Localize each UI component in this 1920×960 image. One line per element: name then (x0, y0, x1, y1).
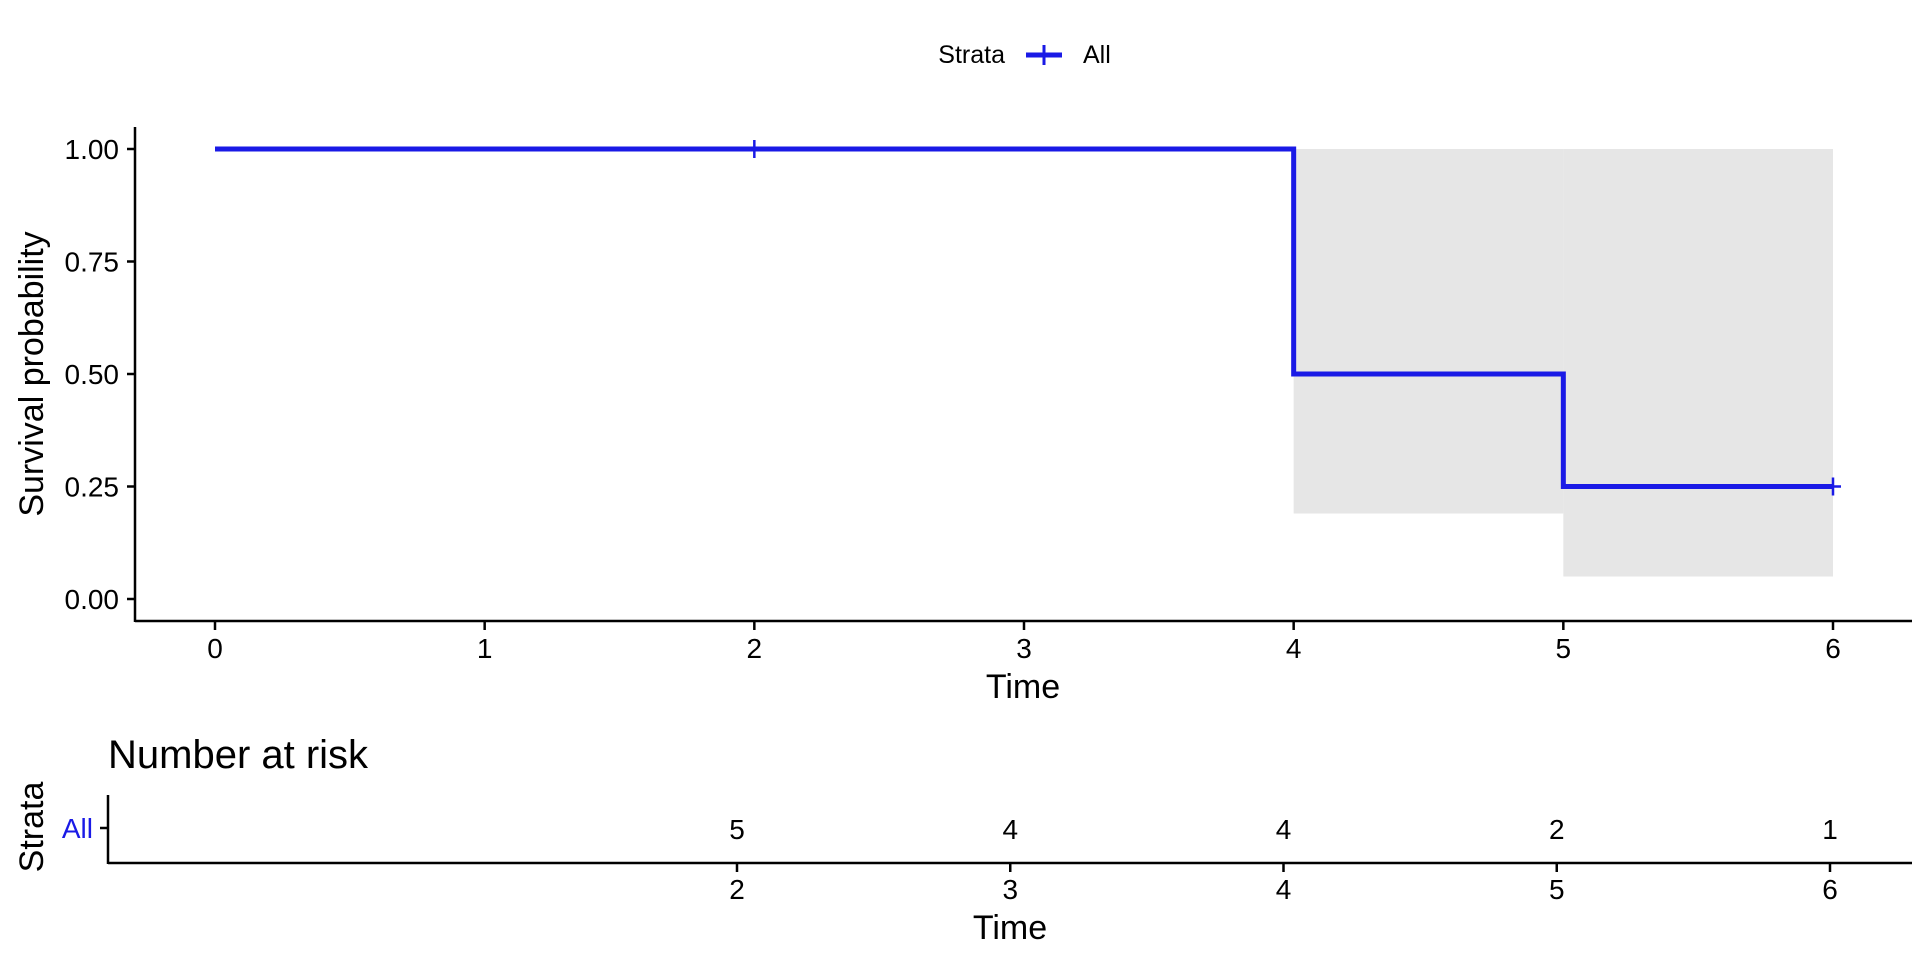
risk-count-cell: 2 (1549, 814, 1565, 845)
risk-x-axis-ticks: 2 3 4 5 6 (729, 864, 1838, 905)
censor-marks (746, 140, 1841, 496)
y-tick-label: 1.00 (65, 134, 120, 165)
x-axis-title: Time (986, 668, 1060, 706)
risk-x-tick-label: 4 (1276, 874, 1292, 905)
y-tick-label: 0.25 (65, 472, 120, 503)
x-tick-label: 1 (477, 633, 493, 664)
x-tick-label: 0 (207, 633, 223, 664)
x-tick-label: 4 (1286, 633, 1302, 664)
risk-table-title: Number at risk (108, 733, 369, 777)
risk-row-label: All (62, 813, 93, 844)
legend: Strata All (938, 41, 1111, 69)
ci-band-segment (1563, 149, 1833, 577)
risk-count-cell: 4 (1276, 814, 1292, 845)
x-tick-label: 2 (747, 633, 763, 664)
risk-x-tick-label: 2 (729, 874, 745, 905)
risk-x-tick-label: 6 (1822, 874, 1838, 905)
ci-band-group (1293, 149, 1833, 577)
y-axis-title: Survival probability (13, 231, 51, 516)
ci-band-segment (1293, 149, 1564, 514)
x-tick-label: 6 (1825, 633, 1841, 664)
x-axis-ticks: 0 1 2 3 4 5 6 (207, 622, 1841, 664)
y-axis-ticks: 0.00 0.25 0.50 0.75 1.00 (65, 134, 135, 615)
x-tick-label: 5 (1556, 633, 1572, 664)
x-tick-label: 3 (1016, 633, 1032, 664)
y-tick-label: 0.75 (65, 247, 120, 278)
risk-x-axis-title: Time (973, 909, 1047, 947)
risk-count-cell: 1 (1822, 814, 1838, 845)
y-tick-label: 0.50 (65, 359, 120, 390)
risk-y-axis-title: Strata (13, 782, 51, 873)
survival-curve (215, 146, 1833, 489)
risk-count-cell: 4 (1002, 814, 1018, 845)
legend-title: Strata (938, 41, 1005, 69)
risk-x-tick-label: 5 (1549, 874, 1565, 905)
risk-x-tick-label: 3 (1002, 874, 1018, 905)
risk-rows: All 5 4 4 2 1 (62, 813, 1838, 845)
risk-table: Number at risk All 5 4 4 2 1 2 3 4 5 6 Time Strat… (13, 733, 1912, 947)
risk-count-cell: 5 (729, 814, 745, 845)
y-tick-label: 0.00 (65, 584, 120, 615)
legend-item-label: All (1083, 41, 1111, 69)
survival-plot: 0.00 0.25 0.50 0.75 1.00 0 1 2 3 4 5 6 Time Surviv… (13, 127, 1912, 706)
